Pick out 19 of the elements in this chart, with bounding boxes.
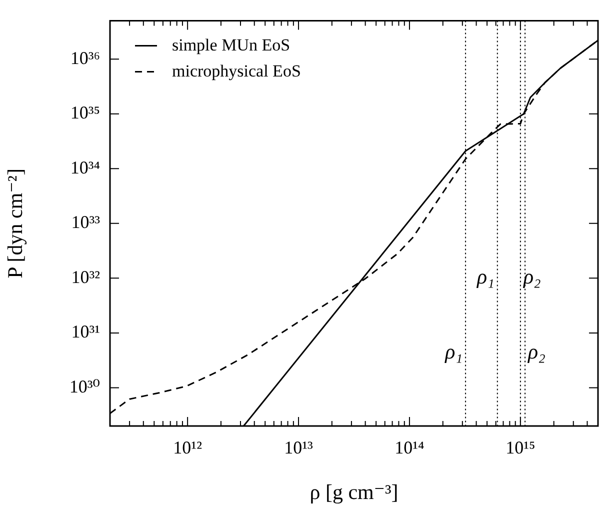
ref-line-label: ρ₁ (444, 340, 463, 364)
ref-line-label: ρ₂ (527, 340, 546, 364)
legend-label: microphysical EoS (172, 61, 301, 80)
legend-label: simple MUn EoS (172, 35, 290, 54)
x-axis-title: ρ [g cm⁻³] (310, 480, 398, 504)
y-tick-label: 10³³ (71, 212, 101, 232)
y-tick-label: 10³⁶ (70, 48, 100, 68)
x-tick-label: 10¹³ (284, 438, 314, 458)
ref-line-label: ρ₂ (522, 264, 541, 289)
x-tick-label: 10¹² (173, 438, 202, 458)
x-tick-label: 10¹⁴ (394, 438, 424, 458)
ref-line-label: ρ₁ (476, 264, 494, 289)
y-tick-label: 10³⁴ (70, 157, 100, 178)
y-tick-label: 10³⁰ (69, 376, 100, 396)
y-tick-label: 10³¹ (71, 322, 100, 342)
y-tick-label: 10³² (71, 266, 100, 287)
y-tick-label: 10³⁵ (70, 102, 100, 123)
y-axis-title: P [dyn cm⁻²] (3, 168, 28, 278)
x-tick-label: 10¹⁵ (506, 438, 536, 458)
